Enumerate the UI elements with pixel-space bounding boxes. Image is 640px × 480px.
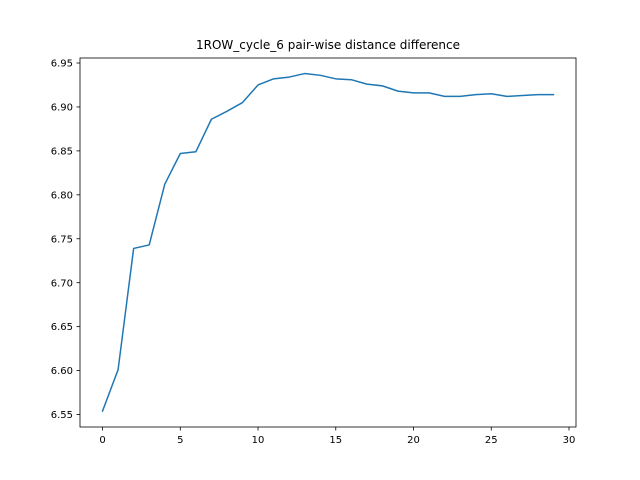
- x-tick-label: 25: [485, 435, 498, 446]
- series-line-0: [101, 72, 555, 412]
- y-tick-label: 6.70: [51, 278, 73, 289]
- y-tick-label: 6.85: [51, 146, 73, 157]
- chart-title: 1ROW_cycle_6 pair-wise distance differen…: [196, 38, 460, 52]
- x-tick-label: 30: [563, 435, 576, 446]
- y-tick-label: 6.90: [51, 103, 73, 114]
- y-tick-label: 6.60: [51, 366, 73, 377]
- plot-area: [101, 72, 555, 412]
- x-tick-label: 10: [252, 435, 265, 446]
- y-axis: 6.55 6.60 6.65 6.70 6.75 6.80 6.85 6.90 6.95: [51, 59, 80, 421]
- y-tick-label: 6.65: [51, 322, 73, 333]
- y-tick-label: 6.55: [51, 410, 73, 421]
- x-tick-label: 0: [99, 435, 105, 446]
- y-tick-label: 6.75: [51, 234, 73, 245]
- y-tick-label: 6.95: [51, 59, 73, 70]
- axes-frame: [79, 57, 577, 428]
- x-tick-label: 5: [177, 435, 183, 446]
- x-tick-label: 15: [329, 435, 342, 446]
- x-axis: 0 5 10 15 20 25 30: [99, 427, 575, 446]
- x-tick-label: 20: [407, 435, 420, 446]
- y-tick-label: 6.80: [51, 190, 73, 201]
